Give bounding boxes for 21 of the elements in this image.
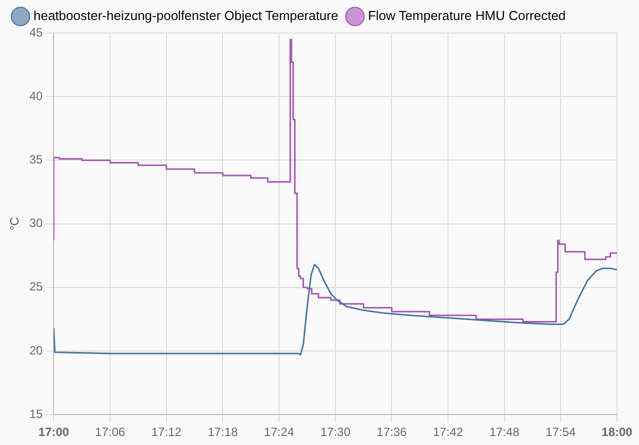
y-tick-label: 15 xyxy=(29,406,44,421)
x-tick-label: 17:06 xyxy=(95,425,126,440)
x-tick-label: 17:36 xyxy=(376,425,408,440)
y-tick-label: 25 xyxy=(29,280,44,294)
y-tick-label: 20 xyxy=(29,343,44,358)
x-tick-label: 17:54 xyxy=(546,425,576,440)
x-tick-label: 17:18 xyxy=(208,425,238,440)
x-tick-label: 17:12 xyxy=(151,425,182,440)
y-axis-title: °C xyxy=(8,216,22,231)
x-tick-label: 17:48 xyxy=(489,425,520,440)
legend-label: Flow Temperature HMU Corrected xyxy=(368,8,566,24)
y-tick-label: 35 xyxy=(29,152,44,167)
y-tick-label: 40 xyxy=(29,88,44,103)
x-tick-label: 17:00 xyxy=(38,425,70,440)
x-tick-label: 17:30 xyxy=(320,425,351,440)
y-tick-label: 45 xyxy=(29,25,44,40)
x-tick-label: 17:42 xyxy=(433,425,464,440)
x-tick-label: 18:00 xyxy=(602,425,633,440)
y-tick-label: 30 xyxy=(29,216,44,230)
x-tick-label: 17:24 xyxy=(264,425,294,440)
legend-label: heatbooster-heizung-poolfenster Object Temperature xyxy=(34,8,338,24)
